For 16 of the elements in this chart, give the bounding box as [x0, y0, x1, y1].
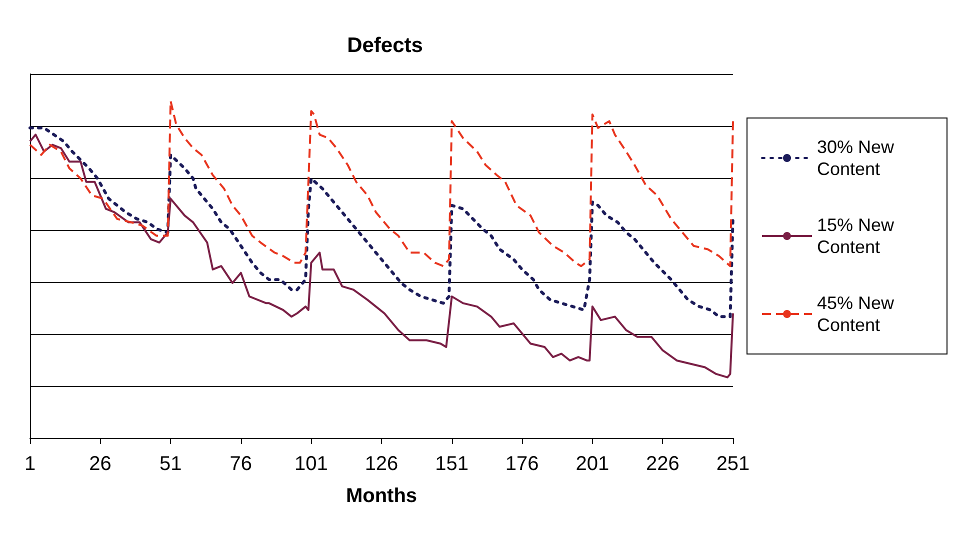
legend-label: 15% New Content: [817, 215, 900, 257]
x-tick-label: 151: [435, 453, 468, 475]
x-tick-label: 226: [646, 453, 680, 475]
x-axis-title: Months: [346, 485, 418, 507]
x-tick-label: 76: [230, 453, 252, 475]
x-tick-label: 101: [294, 453, 328, 475]
x-tick-label: 51: [159, 453, 182, 475]
legend-label: 30% New Content: [817, 137, 900, 179]
x-tick-label: 251: [716, 453, 750, 475]
x-tick-label: 176: [505, 453, 539, 475]
chart-title: Defects: [347, 34, 423, 57]
x-tick-label: 1: [24, 453, 36, 475]
x-tick-label: 26: [89, 453, 112, 475]
x-tick-label: 126: [364, 453, 398, 475]
legend-label: 45% New Content: [817, 293, 900, 335]
x-tick-label: 201: [576, 453, 610, 475]
